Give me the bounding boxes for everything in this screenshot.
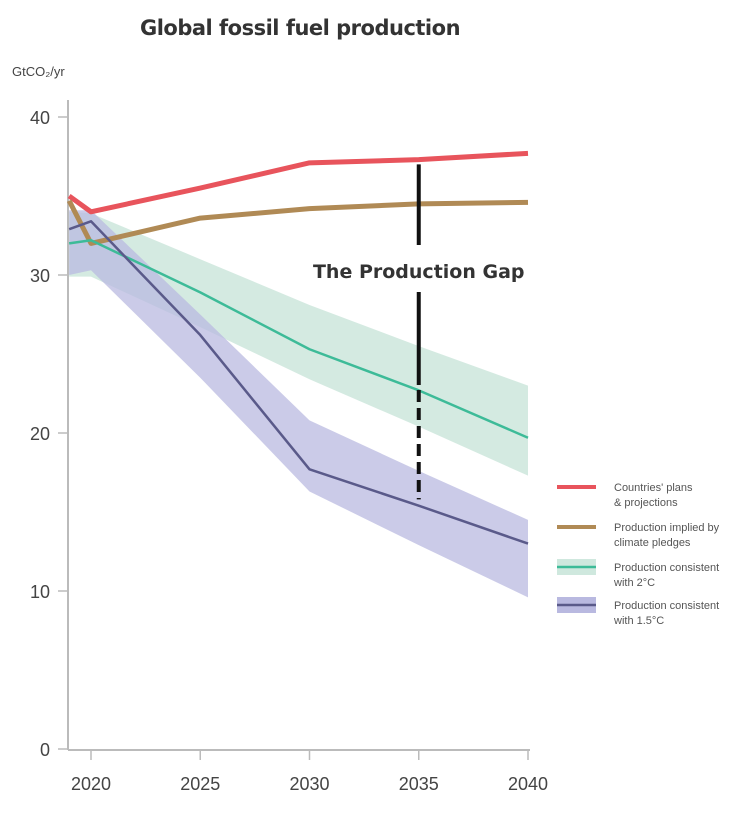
legend-label: Production consistent	[614, 600, 719, 612]
legend-label: Production implied by	[614, 522, 720, 534]
legend-label: climate pledges	[614, 537, 691, 549]
y-axis-label: GtCO₂/yr	[12, 64, 65, 79]
x-tick-label: 2040	[508, 774, 548, 794]
chart-title: Global fossil fuel production	[139, 16, 461, 40]
legend-label: with 2°C	[613, 577, 655, 589]
x-tick-label: 2035	[399, 774, 439, 794]
legend-label: with 1.5°C	[613, 615, 664, 627]
y-tick-label: 40	[30, 108, 50, 128]
y-tick-label: 10	[30, 582, 50, 602]
y-tick-label: 20	[30, 424, 50, 444]
series-line-3	[68, 220, 529, 545]
x-tick-label: 2030	[289, 774, 329, 794]
gap-label: The Production Gap	[313, 261, 525, 283]
y-tick-label: 0	[40, 740, 50, 760]
series-line-0	[67, 150, 529, 215]
x-tick-label: 2020	[71, 774, 111, 794]
band-3	[69, 210, 529, 598]
x-tick-label: 2025	[180, 774, 220, 794]
legend-label: Countries' plans	[614, 482, 693, 494]
series-line-2	[68, 238, 529, 439]
legend-label: Production consistent	[614, 562, 719, 574]
legend-label: & projections	[614, 497, 678, 509]
series-line-1	[66, 199, 529, 246]
y-tick-label: 30	[30, 266, 50, 286]
